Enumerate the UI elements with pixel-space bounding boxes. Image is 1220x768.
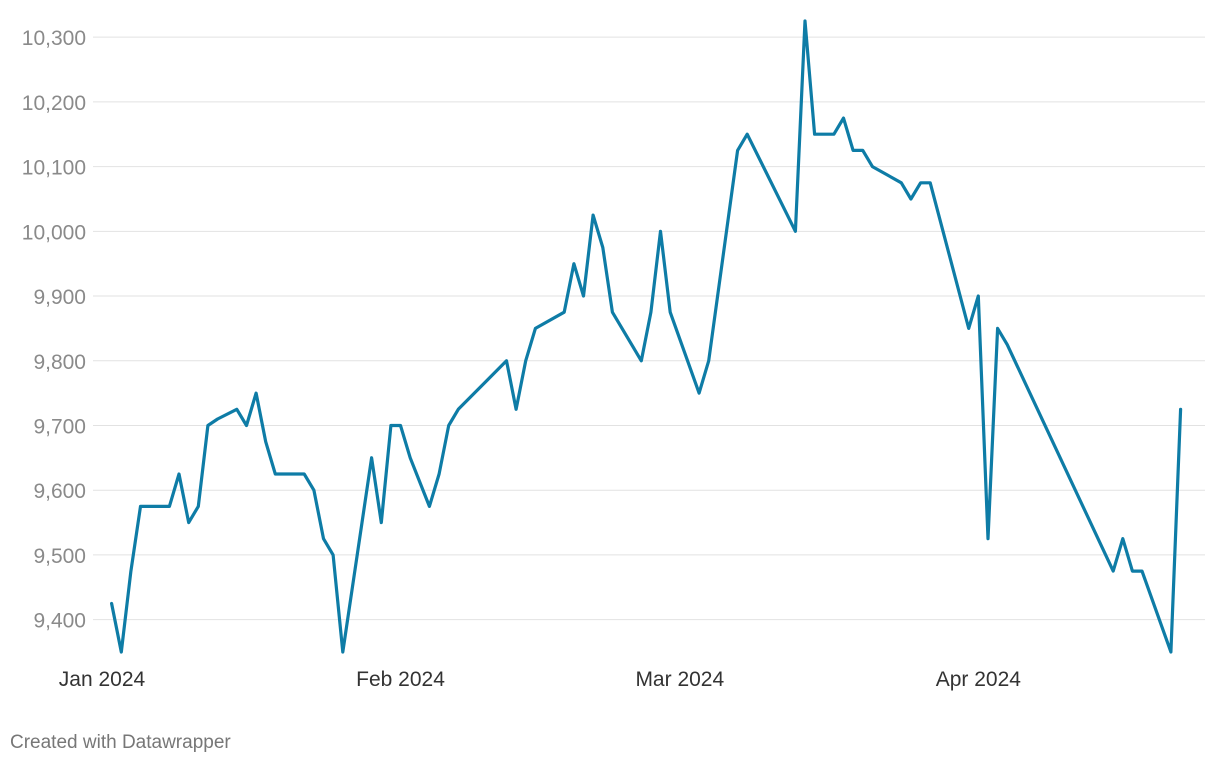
y-tick-label: 10,100 — [22, 157, 86, 180]
y-tick-label: 10,200 — [22, 92, 86, 115]
gridlines — [93, 36, 1205, 621]
y-tick-label: 9,700 — [33, 415, 86, 438]
x-tick-label: Mar 2024 — [635, 668, 724, 691]
x-axis-ticks: Jan 2024 Feb 2024 Mar 2024 Apr 2024 — [59, 668, 1021, 691]
y-tick-label: 10,000 — [22, 221, 86, 244]
credit-text: Created with Datawrapper — [10, 732, 231, 753]
x-tick-label: Jan 2024 — [59, 668, 146, 691]
y-tick-label: 9,400 — [33, 610, 86, 633]
y-tick-label: 10,300 — [22, 27, 86, 50]
y-tick-label: 9,600 — [33, 480, 86, 503]
y-tick-label: 9,800 — [33, 351, 86, 374]
y-tick-label: 9,900 — [33, 286, 86, 309]
x-tick-label: Feb 2024 — [356, 668, 445, 691]
series-line — [109, 19, 1183, 654]
x-tick-label: Apr 2024 — [936, 668, 1022, 691]
y-tick-label: 9,500 — [33, 545, 86, 568]
series-layer — [109, 19, 1183, 654]
y-axis-ticks: 9,400 9,500 9,600 9,700 9,800 9,900 10,000 10,1… — [22, 27, 86, 632]
line-chart: 9,400 9,500 9,600 9,700 9,800 9,900 10,000 10,1… — [22, 19, 1205, 691]
